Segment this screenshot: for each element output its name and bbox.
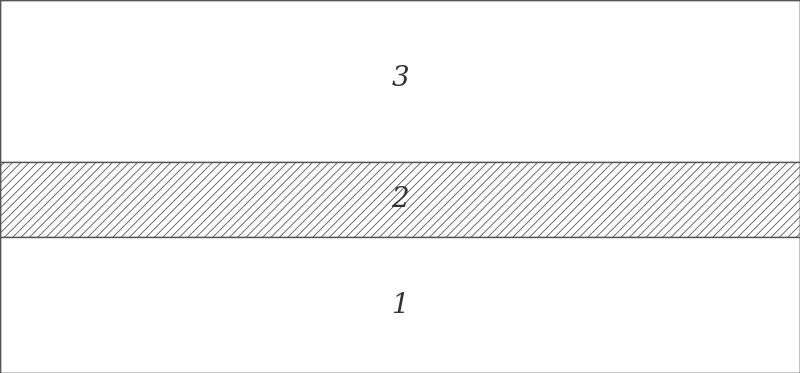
Text: 1: 1 — [391, 292, 409, 319]
Bar — [0, 162, 800, 237]
Bar — [0, 0, 800, 162]
Bar — [0, 237, 800, 373]
Text: 2: 2 — [391, 186, 409, 213]
Text: 3: 3 — [391, 65, 409, 92]
